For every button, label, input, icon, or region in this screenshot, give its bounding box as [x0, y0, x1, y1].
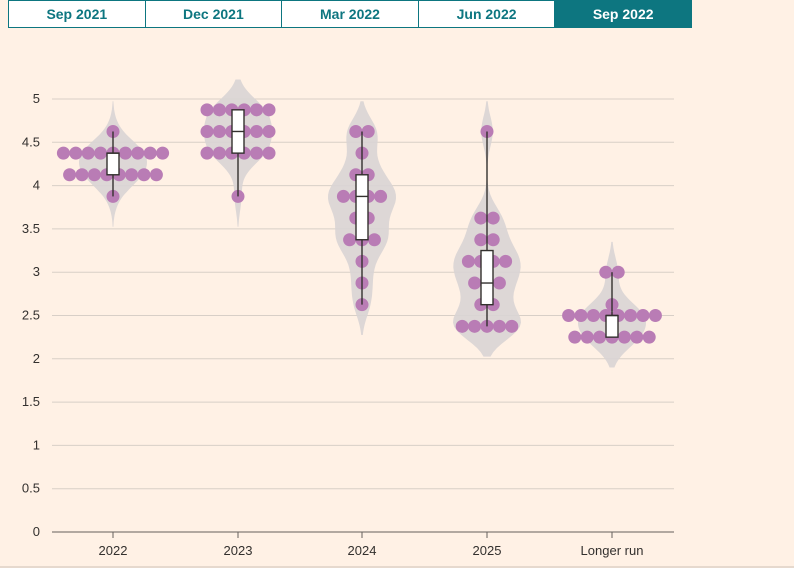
dot-point [367, 233, 381, 247]
dot-point [486, 211, 500, 225]
x-tick-label: Longer run [581, 543, 644, 558]
dot-point [642, 330, 656, 344]
dot-point [250, 103, 264, 117]
y-tick-label: 3 [33, 264, 40, 279]
dot-point [87, 168, 101, 182]
tab-jun-2022[interactable]: Jun 2022 [417, 0, 555, 28]
y-tick-label: 1.5 [22, 394, 40, 409]
dot-point [75, 168, 89, 182]
x-tick-label: 2023 [224, 543, 253, 558]
dot-point [156, 146, 170, 160]
dot-point [262, 146, 276, 160]
dot-point [200, 103, 214, 117]
dot-point [81, 146, 95, 160]
tab-sep-2022[interactable]: Sep 2022 [554, 0, 692, 28]
dot-point [143, 146, 157, 160]
dot-point [94, 146, 108, 160]
dot-point [474, 211, 488, 225]
dot-point [568, 330, 582, 344]
y-tick-label: 0.5 [22, 481, 40, 496]
y-tick-label: 0 [33, 524, 40, 539]
dot-point [262, 103, 276, 117]
dot-point [131, 146, 145, 160]
dot-point [461, 254, 475, 268]
dot-point [624, 309, 638, 322]
dot-point [56, 146, 70, 160]
dot-point [648, 309, 662, 322]
dot-point [630, 330, 644, 344]
y-tick-label: 2.5 [22, 308, 40, 323]
dot-point [468, 276, 482, 290]
y-tick-label: 4.5 [22, 134, 40, 149]
dot-point [611, 265, 625, 279]
dot-point [455, 319, 469, 333]
dot-point [336, 189, 350, 203]
dot-point [361, 124, 375, 138]
y-tick-label: 2 [33, 351, 40, 366]
x-tick-label: 2025 [473, 543, 502, 558]
dot-point [212, 146, 226, 160]
dot-point [118, 146, 132, 160]
y-tick-label: 3.5 [22, 221, 40, 236]
y-tick-label: 4 [33, 178, 40, 193]
dot-point [212, 103, 226, 117]
dot-point [492, 276, 506, 290]
box-iqr [480, 249, 494, 306]
dot-point [125, 168, 139, 182]
dot-point [486, 233, 500, 247]
dot-point [599, 265, 613, 279]
dot-point [580, 330, 594, 344]
dot-point [137, 168, 151, 182]
y-tick-label: 1 [33, 437, 40, 452]
dot-point [492, 319, 506, 333]
tab-sep-2021[interactable]: Sep 2021 [8, 0, 145, 28]
dot-point [593, 330, 607, 344]
dot-point [149, 168, 163, 182]
dot-point [574, 309, 588, 322]
dot-point [200, 124, 214, 138]
dot-point [69, 146, 83, 160]
dot-point [212, 124, 226, 138]
box-iqr [106, 152, 120, 176]
box-iqr [605, 314, 619, 338]
tab-mar-2022[interactable]: Mar 2022 [281, 0, 418, 28]
dot-point [374, 189, 388, 203]
y-tick-label: 5 [33, 91, 40, 106]
dot-point [499, 254, 513, 268]
x-tick-label: 2022 [99, 543, 128, 558]
dot-point [262, 124, 276, 138]
dot-point [200, 146, 214, 160]
dot-point [586, 309, 600, 322]
dot-point [343, 233, 357, 247]
x-tick-label: 2024 [348, 543, 377, 558]
dot-point [562, 309, 576, 322]
dot-point [617, 330, 631, 344]
tab-dec-2021[interactable]: Dec 2021 [144, 0, 282, 28]
box-iqr [355, 174, 369, 241]
dot-point [474, 233, 488, 247]
dot-point [636, 309, 650, 322]
dot-point [505, 319, 519, 333]
dot-point [63, 168, 77, 182]
year-tab-bar: Sep 2021 Dec 2021 Mar 2022 Jun 2022 Sep … [8, 0, 692, 28]
dot-point [250, 124, 264, 138]
dot-point [468, 319, 482, 333]
bottom-divider [0, 566, 794, 568]
dot-point [250, 146, 264, 160]
dot-point [349, 124, 363, 138]
